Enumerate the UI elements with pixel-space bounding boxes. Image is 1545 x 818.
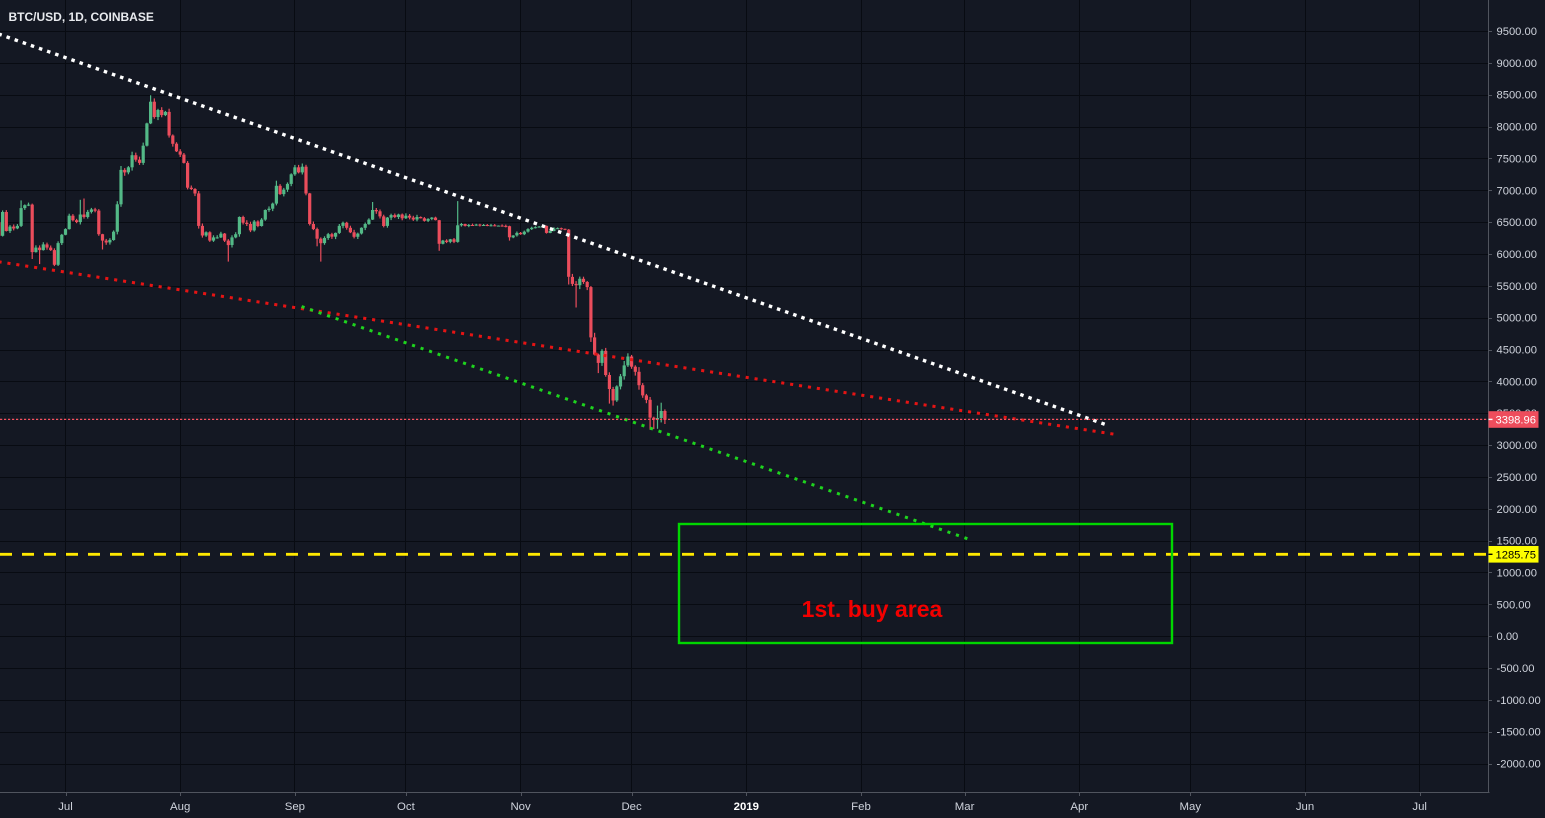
svg-text:4500.00: 4500.00 <box>1497 345 1537 357</box>
svg-text:9500.00: 9500.00 <box>1497 26 1537 38</box>
svg-text:6000.00: 6000.00 <box>1497 249 1537 261</box>
svg-text:Jul: Jul <box>1412 801 1427 813</box>
svg-text:Apr: Apr <box>1070 801 1088 813</box>
svg-text:3398.96: 3398.96 <box>1496 415 1536 427</box>
svg-text:BTC/USD, 1D, COINBASE: BTC/USD, 1D, COINBASE <box>9 10 154 24</box>
svg-text:1500.00: 1500.00 <box>1497 536 1537 548</box>
svg-text:3000.00: 3000.00 <box>1497 440 1537 452</box>
svg-text:4000.00: 4000.00 <box>1497 376 1537 388</box>
svg-text:2019: 2019 <box>734 801 759 813</box>
svg-text:Jul: Jul <box>58 801 73 813</box>
svg-text:Feb: Feb <box>851 801 871 813</box>
svg-text:Nov: Nov <box>510 801 531 813</box>
svg-text:9000.00: 9000.00 <box>1497 58 1537 70</box>
svg-text:5000.00: 5000.00 <box>1497 313 1537 325</box>
svg-text:Mar: Mar <box>955 801 975 813</box>
svg-text:Oct: Oct <box>397 801 416 813</box>
svg-text:Aug: Aug <box>170 801 190 813</box>
svg-text:1st. buy area: 1st. buy area <box>802 596 943 622</box>
svg-text:500.00: 500.00 <box>1497 599 1531 611</box>
svg-text:1285.75: 1285.75 <box>1496 549 1536 561</box>
svg-text:8000.00: 8000.00 <box>1497 122 1537 134</box>
svg-text:-1000.00: -1000.00 <box>1497 695 1541 707</box>
svg-text:Dec: Dec <box>621 801 642 813</box>
svg-text:May: May <box>1180 801 1202 813</box>
svg-text:1000.00: 1000.00 <box>1497 568 1537 580</box>
svg-text:5500.00: 5500.00 <box>1497 281 1537 293</box>
svg-text:-2000.00: -2000.00 <box>1497 759 1541 771</box>
svg-text:Jun: Jun <box>1296 801 1314 813</box>
svg-text:-500.00: -500.00 <box>1497 663 1535 675</box>
svg-text:0.00: 0.00 <box>1497 631 1519 643</box>
svg-text:2500.00: 2500.00 <box>1497 472 1537 484</box>
svg-text:Sep: Sep <box>285 801 305 813</box>
svg-text:2000.00: 2000.00 <box>1497 504 1537 516</box>
svg-text:8500.00: 8500.00 <box>1497 90 1537 102</box>
svg-text:-1500.00: -1500.00 <box>1497 727 1541 739</box>
svg-text:7500.00: 7500.00 <box>1497 153 1537 165</box>
svg-text:7000.00: 7000.00 <box>1497 185 1537 197</box>
svg-text:6500.00: 6500.00 <box>1497 217 1537 229</box>
